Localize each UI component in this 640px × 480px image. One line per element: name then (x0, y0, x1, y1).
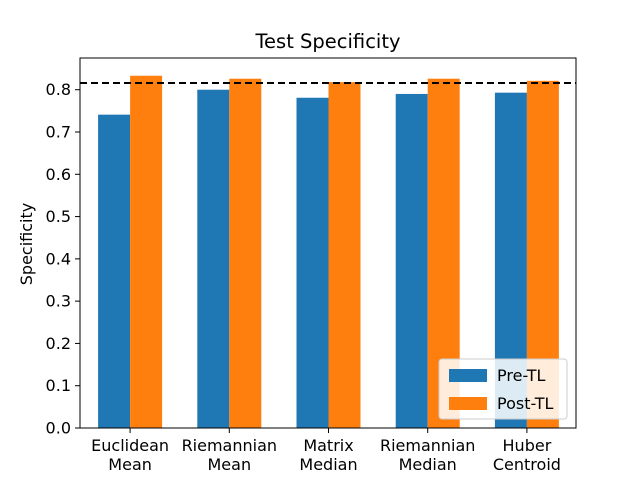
x-tick-label: Euclidean Mean (91, 436, 169, 474)
legend: Pre-TL Post-TL (438, 358, 568, 420)
bar-pre-tl (197, 89, 230, 428)
x-axis-ticks: Euclidean Mean Riemannian Mean Matrix Median R… (91, 428, 561, 474)
x-tick-label: Riemannian Mean (182, 436, 277, 474)
y-tick-label: 0.4 (46, 249, 71, 268)
x-tick-label: Matrix Median (299, 436, 357, 474)
legend-swatch-pre-tl (449, 369, 487, 382)
bar-pre-tl (296, 97, 329, 429)
y-axis-label: Specificity (17, 203, 36, 285)
legend-label-pre-tl: Pre-TL (497, 366, 546, 385)
bar-pre-tl (395, 93, 428, 428)
y-tick-label: 0.1 (46, 376, 71, 395)
legend-swatch-post-tl (449, 397, 487, 410)
bar-post-tl (229, 78, 262, 428)
chart-title: Test Specificity (254, 30, 400, 53)
y-tick-label: 0.8 (46, 80, 71, 99)
y-axis-ticks: 0.0 0.1 0.2 0.3 0.4 0.5 0.6 0.7 0.8 (46, 80, 80, 438)
y-tick-label: 0.5 (46, 207, 71, 226)
y-tick-label: 0.6 (46, 165, 71, 184)
x-tick-label: Riemannian Median (380, 436, 475, 474)
plot-frame (79, 57, 577, 429)
y-tick-label: 0.2 (46, 334, 71, 353)
bar-post-tl (130, 75, 163, 428)
bar-pre-tl (98, 114, 131, 429)
y-tick-label: 0.0 (46, 419, 71, 438)
bar-series (98, 75, 559, 429)
y-tick-label: 0.3 (46, 292, 71, 311)
bar-post-tl (328, 82, 361, 429)
y-tick-label: 0.7 (46, 123, 71, 142)
x-tick-label: Huber Centroid (493, 436, 561, 474)
legend-label-post-tl: Post-TL (497, 394, 554, 413)
